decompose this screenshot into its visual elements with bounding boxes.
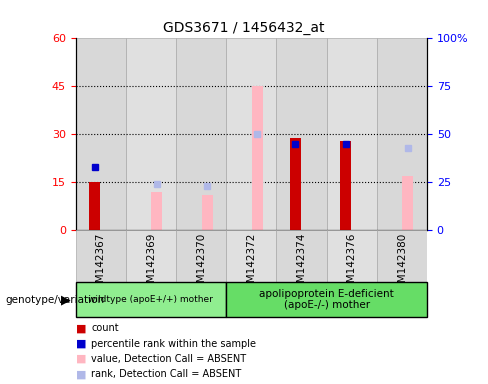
Text: ■: ■ (76, 323, 86, 333)
Bar (226, 282, 427, 317)
Text: GSM142374: GSM142374 (297, 233, 306, 296)
Bar (176, 38, 226, 230)
Bar (276, 230, 326, 282)
Bar (377, 230, 427, 282)
Text: GSM142372: GSM142372 (246, 233, 256, 296)
Text: GSM142380: GSM142380 (397, 233, 407, 296)
Bar (151, 192, 163, 230)
Bar (89, 182, 100, 230)
Bar (340, 141, 351, 230)
Text: wildtype (apoE+/+) mother: wildtype (apoE+/+) mother (88, 295, 213, 304)
Bar (403, 176, 413, 230)
Text: GSM142369: GSM142369 (146, 233, 156, 296)
Text: GDS3671 / 1456432_at: GDS3671 / 1456432_at (163, 21, 325, 35)
Text: ■: ■ (76, 339, 86, 349)
Bar (290, 137, 301, 230)
Bar (76, 282, 226, 317)
Bar (76, 38, 126, 230)
Text: genotype/variation: genotype/variation (5, 295, 104, 305)
Text: GSM142376: GSM142376 (346, 233, 357, 296)
Text: ▶: ▶ (61, 294, 71, 307)
Bar (202, 195, 213, 230)
Bar (276, 38, 326, 230)
Bar (326, 230, 377, 282)
Bar (126, 38, 176, 230)
Bar (226, 38, 276, 230)
Bar (377, 38, 427, 230)
Bar (126, 230, 176, 282)
Text: value, Detection Call = ABSENT: value, Detection Call = ABSENT (91, 354, 246, 364)
Bar (252, 86, 263, 230)
Bar (176, 230, 226, 282)
Text: ■: ■ (76, 354, 86, 364)
Bar (226, 230, 276, 282)
Text: percentile rank within the sample: percentile rank within the sample (91, 339, 256, 349)
Text: apolipoprotein E-deficient
(apoE-/-) mother: apolipoprotein E-deficient (apoE-/-) mot… (259, 289, 394, 310)
Text: count: count (91, 323, 119, 333)
Text: ■: ■ (76, 369, 86, 379)
Bar (76, 230, 126, 282)
Text: rank, Detection Call = ABSENT: rank, Detection Call = ABSENT (91, 369, 242, 379)
Text: GSM142367: GSM142367 (96, 233, 106, 296)
Bar (326, 38, 377, 230)
Text: GSM142370: GSM142370 (196, 233, 206, 296)
